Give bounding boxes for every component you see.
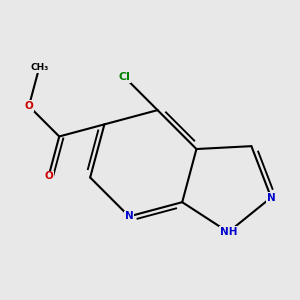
Text: NH: NH: [220, 227, 237, 237]
Text: N: N: [267, 193, 275, 202]
Text: CH₃: CH₃: [30, 63, 48, 72]
Text: N: N: [125, 212, 134, 221]
Text: O: O: [44, 171, 53, 181]
Text: Cl: Cl: [118, 72, 130, 82]
Text: O: O: [25, 101, 33, 111]
